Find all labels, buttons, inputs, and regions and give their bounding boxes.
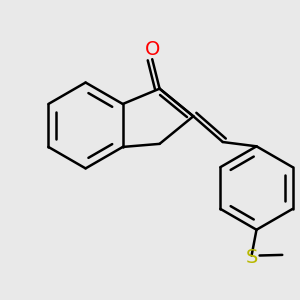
Text: S: S (245, 248, 258, 268)
Text: O: O (145, 40, 160, 59)
